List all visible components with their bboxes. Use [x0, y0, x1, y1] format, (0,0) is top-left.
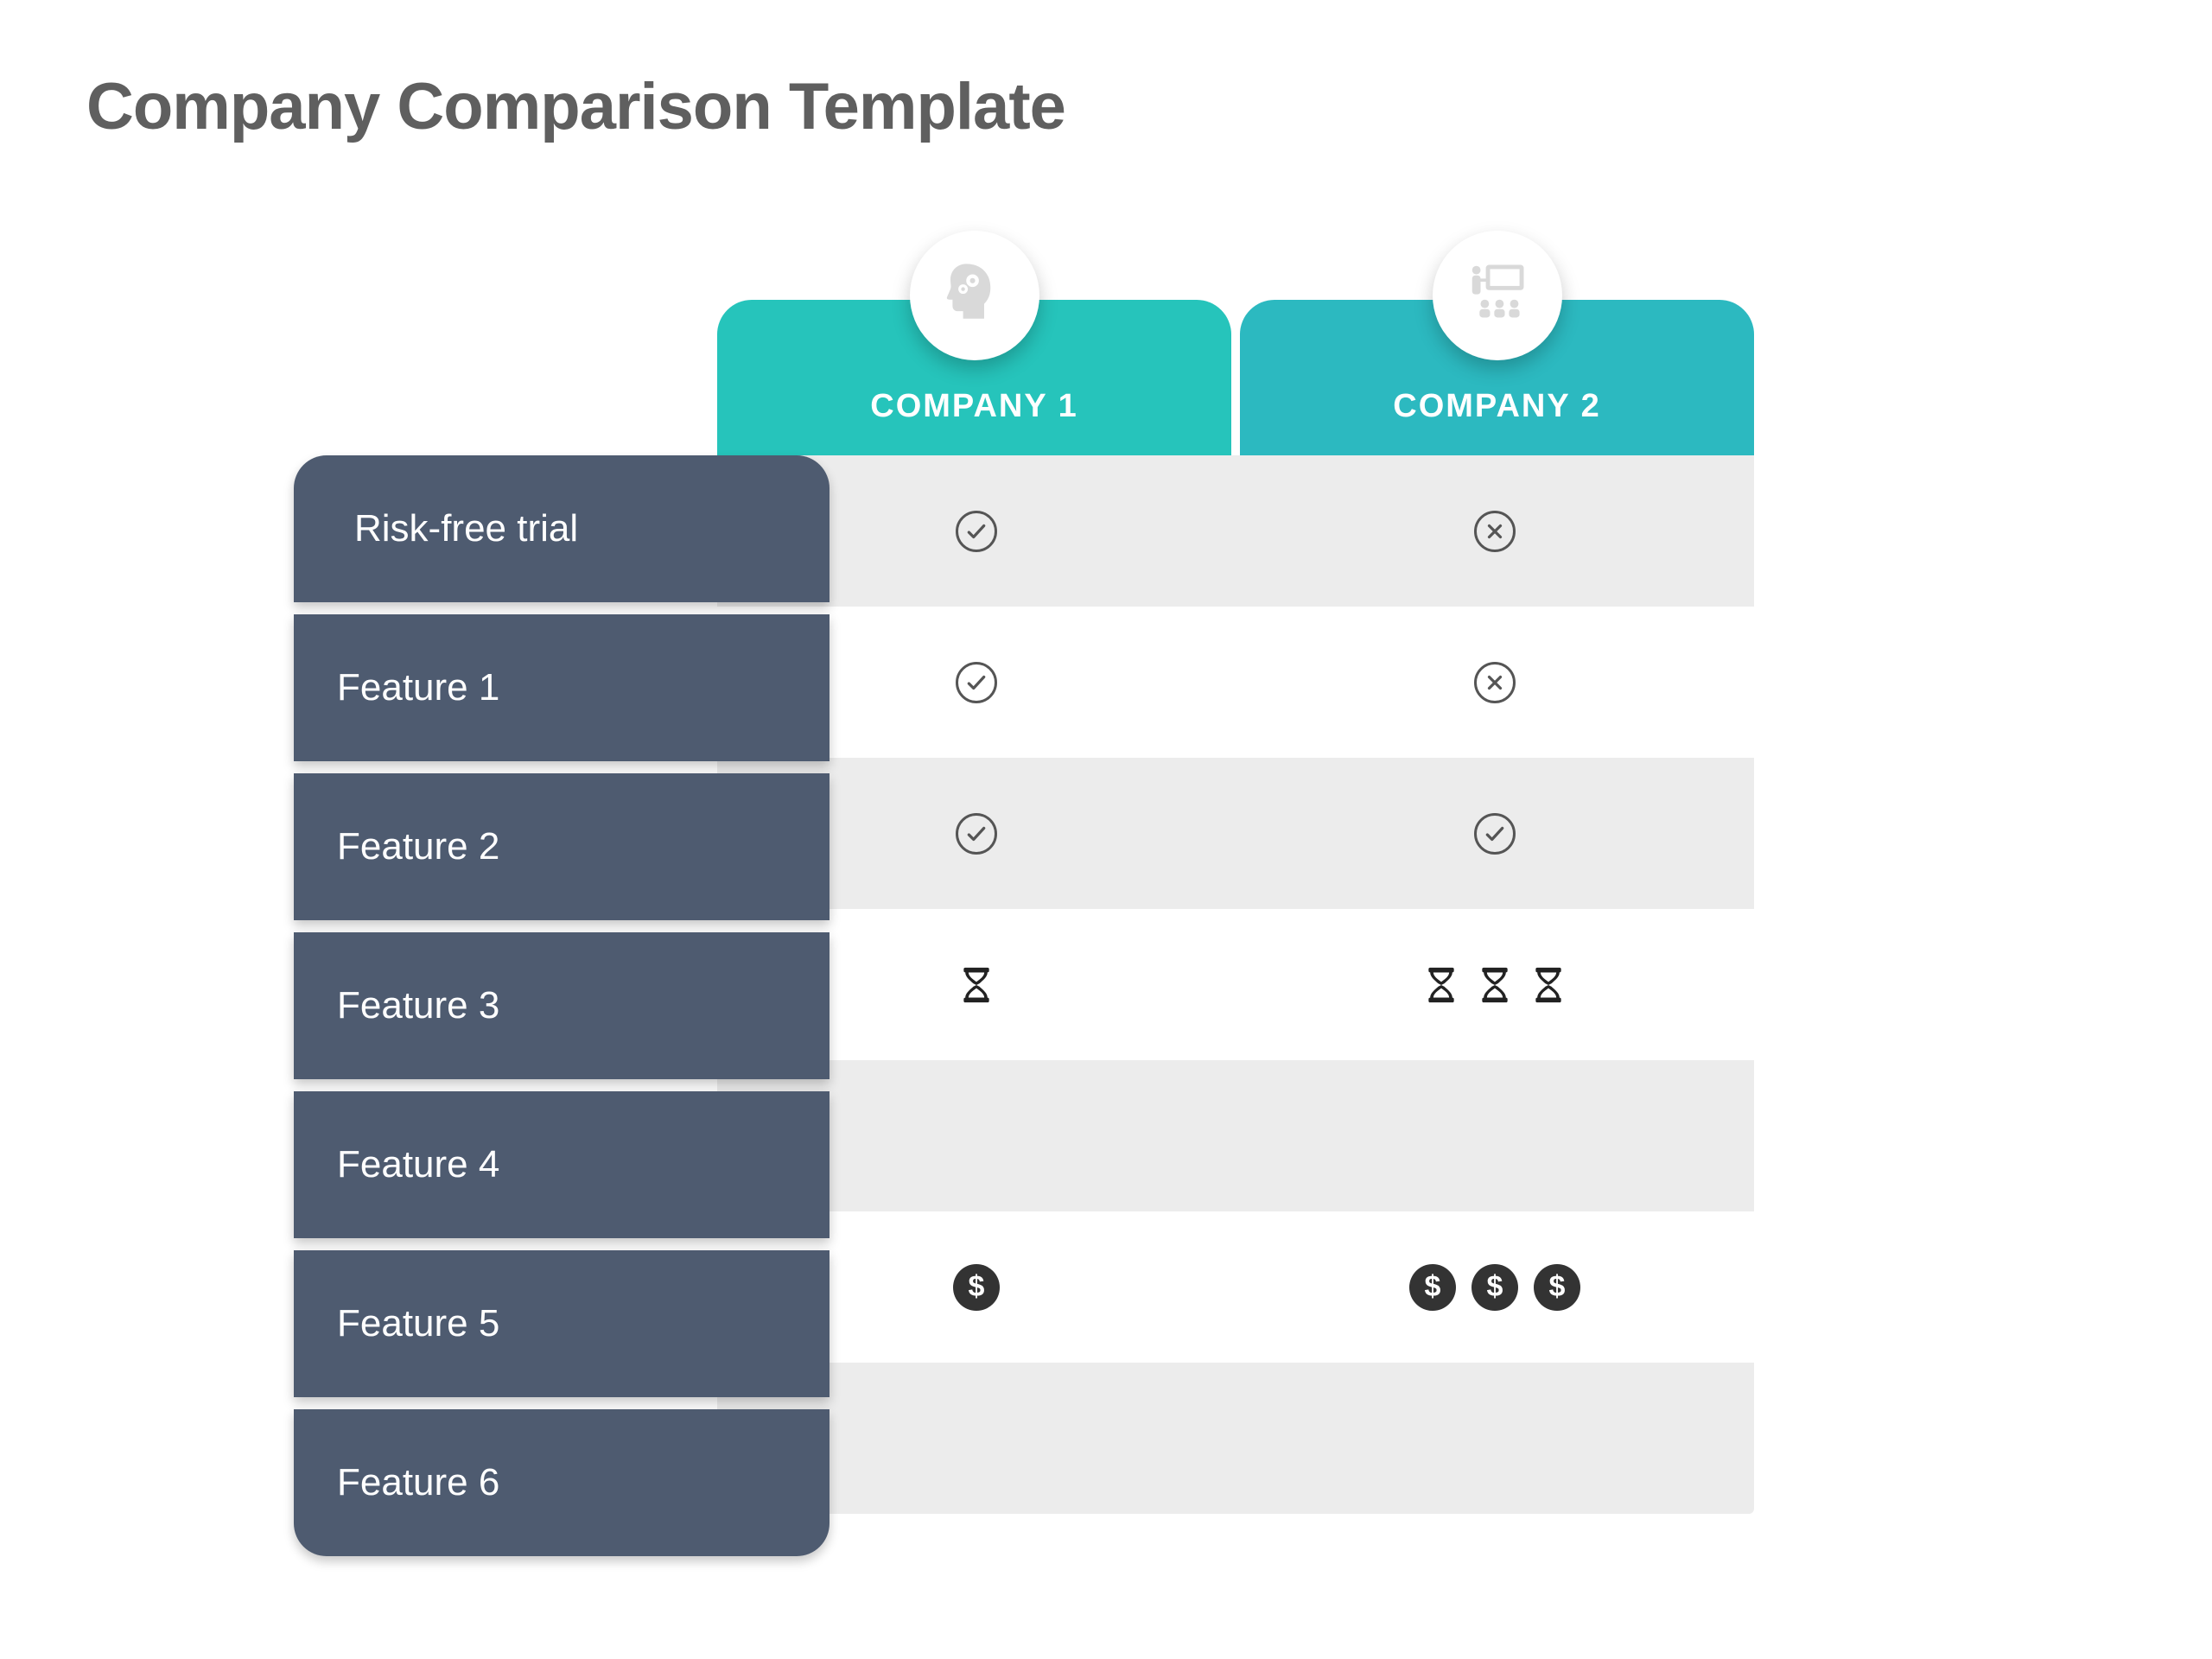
company-2-badge [1433, 231, 1562, 360]
feature-label: Feature 2 [294, 773, 830, 920]
feature-label: Feature 5 [294, 1250, 830, 1397]
feature-label: Feature 6 [294, 1409, 830, 1556]
feature-label: Risk-free trial [294, 455, 830, 602]
company-1-label: COMPANY 1 [870, 388, 1077, 425]
feature-labels-column: Risk-free trialFeature 1Feature 2Feature… [294, 455, 1763, 1556]
feature-label: Feature 4 [294, 1091, 830, 1238]
company-header-2: COMPANY 2 [1240, 300, 1754, 455]
company-2-label: COMPANY 2 [1393, 388, 1600, 425]
company-header-1: COMPANY 1 [717, 300, 1231, 455]
page-title: Company Comparison Template [86, 69, 2126, 144]
comparison-table: COMPANY 1 [294, 231, 1763, 1556]
table-body: $$$$ Risk-free trialFeature 1Feature 2Fe… [294, 455, 1763, 1556]
presentation-audience-icon [1464, 257, 1531, 334]
comparison-template-page: Company Comparison Template COMPAN [0, 0, 2212, 1659]
feature-label: Feature 3 [294, 932, 830, 1079]
feature-label: Feature 1 [294, 614, 830, 761]
company-headers-row: COMPANY 1 [717, 231, 1763, 455]
company-1-badge [910, 231, 1039, 360]
head-gears-icon [941, 257, 1008, 334]
